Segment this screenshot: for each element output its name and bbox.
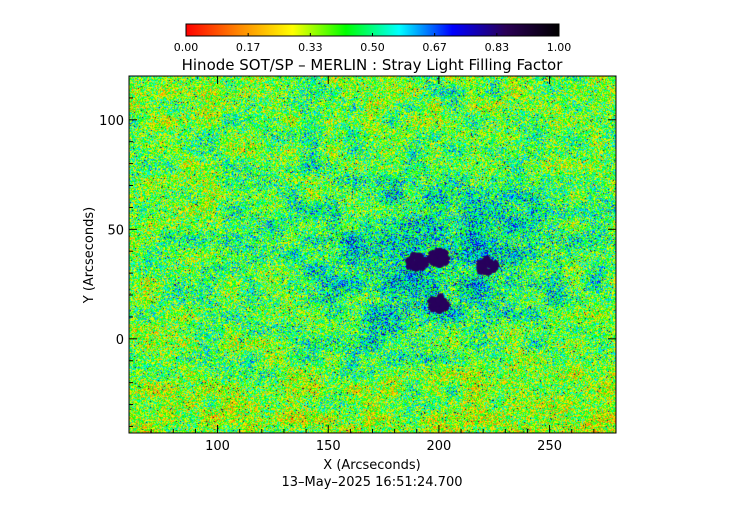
plot-area: 100 150 200 250 0 50 100 xyxy=(99,75,617,454)
y-tick-label: 0 xyxy=(116,333,124,348)
y-tick-label: 100 xyxy=(99,114,124,129)
colorbar: 0.00 0.17 0.33 0.50 0.67 0.83 1.00 xyxy=(174,23,572,54)
colorbar-tick-label: 1.00 xyxy=(547,41,572,54)
timestamp: 13–May–2025 16:51:24.700 xyxy=(282,475,463,490)
heatmap-image xyxy=(129,76,616,433)
colorbar-tick-label: 0.67 xyxy=(422,41,447,54)
x-axis-label: X (Arcseconds) xyxy=(323,458,420,473)
colorbar-tick-labels: 0.00 0.17 0.33 0.50 0.67 0.83 1.00 xyxy=(174,33,572,54)
y-axis: 0 50 100 xyxy=(99,97,616,427)
x-tick-label: 200 xyxy=(426,439,451,454)
colorbar-tick-label: 0.00 xyxy=(174,41,199,54)
y-axis-label: Y (Arcseconds) xyxy=(82,207,97,304)
colorbar-tick-label: 0.17 xyxy=(236,41,261,54)
x-tick-label: 100 xyxy=(205,439,230,454)
chart-title: Hinode SOT/SP – MERLIN : Stray Light Fil… xyxy=(182,56,564,74)
x-axis: 100 150 200 250 xyxy=(150,76,595,454)
colorbar-tick-label: 0.50 xyxy=(360,41,385,54)
x-tick-label: 150 xyxy=(316,439,341,454)
colorbar-tick-label: 0.33 xyxy=(298,41,323,54)
x-tick-label: 250 xyxy=(537,439,562,454)
y-tick-label: 50 xyxy=(107,223,124,238)
colorbar-tick-label: 0.83 xyxy=(485,41,510,54)
